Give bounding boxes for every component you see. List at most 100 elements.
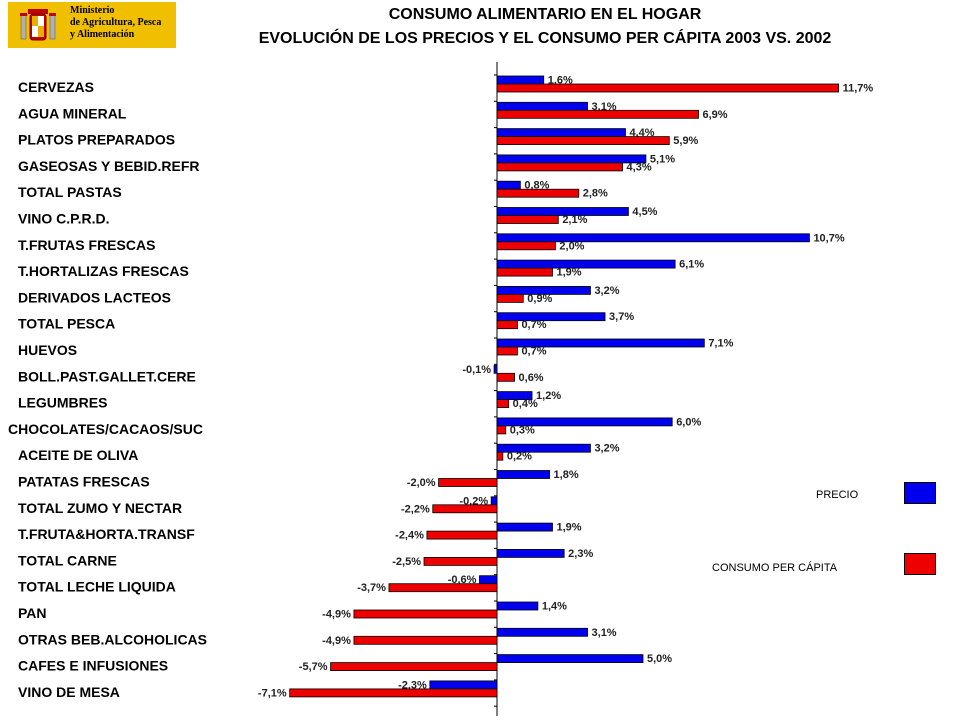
precio-data-label-t-hortalizas-frescas: 6,1% (679, 259, 704, 271)
precio-data-label-aceite-de-oliva: 3,2% (594, 443, 619, 455)
precio-bar-legumbres (496, 391, 533, 401)
category-label-huevos: HUEVOS (18, 342, 77, 358)
consumo-data-label-vino-c-p-r-d: 2,1% (562, 214, 587, 226)
category-label-vino-de-mesa: VINO DE MESA (18, 684, 120, 700)
consumo-bar-total-leche-liquida (388, 583, 498, 593)
consumo-bar-gaseosas-y-bebid-refr (496, 162, 623, 172)
consumo-data-label-total-leche-liquida: -3,7% (357, 582, 386, 594)
consumo-bar-total-pastas (496, 188, 580, 198)
consumo-bar-patatas-frescas (438, 478, 498, 487)
consumo-data-label-gaseosas-y-bebid-refr: 4,3% (627, 161, 652, 173)
precio-data-label-total-leche-liquida: -0,6% (448, 574, 477, 586)
precio-bar-otras-beb-alcoholicas (496, 627, 588, 637)
precio-data-label-total-zumo-y-nectar: -0,2% (459, 495, 488, 507)
category-label-cafes-e-infusiones: CAFES E INFUSIONES (18, 658, 168, 674)
consumo-bar-agua-mineral (496, 109, 699, 119)
precio-data-label-total-carne: 2,3% (568, 548, 593, 560)
logo-text: Ministerio de Agricultura, Pesca y Alime… (70, 5, 161, 41)
consumo-bar-legumbres (496, 399, 510, 409)
category-label-t-frutas-frescas: T.FRUTAS FRESCAS (18, 237, 155, 253)
consumo-bar-t-hortalizas-frescas (496, 267, 553, 277)
precio-data-label-cervezas: 1,6% (548, 75, 573, 87)
consumo-data-label-agua-mineral: 6,9% (702, 109, 727, 121)
precio-bar-platos-preparados (496, 128, 626, 138)
consumo-bar-aceite-de-oliva (496, 451, 504, 461)
precio-bar-total-pesca (496, 312, 606, 322)
consumo-data-label-boll-past-gallet-cere: 0,6% (519, 372, 544, 384)
precio-bar-t-fruta-horta-transf (496, 522, 553, 532)
category-label-gaseosas-y-bebid-refr: GASEOSAS Y BEBID.REFR (18, 158, 200, 174)
precio-bar-agua-mineral (496, 101, 588, 111)
consumo-data-label-t-frutas-frescas: 2,0% (559, 240, 584, 252)
consumo-bar-total-pesca (496, 320, 518, 330)
precio-data-label-agua-mineral: 3,1% (592, 101, 617, 113)
precio-data-label-gaseosas-y-bebid-refr: 5,1% (650, 153, 675, 165)
consumo-data-label-aceite-de-oliva: 0,2% (507, 451, 532, 463)
precio-bar-total-pastas (496, 180, 521, 190)
precio-bar-patatas-frescas (496, 470, 550, 479)
category-label-total-pesca: TOTAL PESCA (18, 316, 115, 332)
category-label-otras-beb-alcoholicas: OTRAS BEB.ALCOHOLICAS (18, 631, 207, 647)
precio-data-label-total-pesca: 3,7% (609, 311, 634, 323)
legend-label-precio: PRECIO (816, 489, 859, 501)
category-label-total-zumo-y-nectar: TOTAL ZUMO Y NECTAR (18, 500, 182, 516)
consumo-data-label-total-carne: -2,5% (392, 556, 421, 568)
category-label-patatas-frescas: PATATAS FRESCAS (18, 474, 150, 490)
category-label-cervezas: CERVEZAS (18, 79, 94, 95)
precio-bar-t-frutas-frescas (496, 233, 810, 243)
precio-data-label-boll-past-gallet-cere: -0,1% (462, 364, 491, 376)
category-label-aceite-de-oliva: ACEITE DE OLIVA (18, 447, 138, 463)
category-label-t-fruta-horta-transf: T.FRUTA&HORTA.TRANSF (18, 526, 195, 542)
consumo-data-label-patatas-frescas: -2,0% (407, 477, 436, 489)
consumo-bar-cervezas (496, 83, 840, 93)
consumo-bar-boll-past-gallet-cere (496, 372, 515, 382)
category-label-derivados-lacteos: DERIVADOS LACTEOS (18, 289, 171, 305)
consumo-data-label-otras-beb-alcoholicas: -4,9% (322, 635, 351, 647)
consumo-bar-vino-de-mesa (289, 688, 498, 698)
precio-data-label-pan: 1,4% (542, 601, 567, 613)
category-label-vino-c-p-r-d: VINO C.P.R.D. (18, 211, 110, 227)
consumo-data-label-total-zumo-y-nectar: -2,2% (401, 503, 430, 515)
category-label-chocolates-cacaos-suc: CHOCOLATES/CACAOS/SUC (8, 421, 203, 437)
precio-data-label-vino-c-p-r-d: 4,5% (632, 206, 657, 218)
ministry-logo: Ministerio de Agricultura, Pesca y Alime… (8, 2, 176, 48)
precio-data-label-legumbres: 1,2% (536, 390, 561, 402)
precio-bar-pan (496, 601, 539, 611)
consumo-data-label-t-hortalizas-frescas: 1,9% (556, 267, 581, 279)
category-label-legumbres: LEGUMBRES (18, 395, 107, 411)
precio-bar-chocolates-cacaos-suc (496, 417, 673, 427)
consumo-data-label-platos-preparados: 5,9% (673, 135, 698, 147)
consumo-bar-otras-beb-alcoholicas (353, 635, 498, 645)
logo-line-3: y Alimentación (70, 29, 135, 40)
category-label-total-carne: TOTAL CARNE (18, 552, 117, 568)
consumo-bar-pan (353, 609, 498, 619)
precio-bar-total-leche-liquida (479, 575, 498, 585)
precio-bar-derivados-lacteos (496, 285, 591, 295)
consumo-bar-t-frutas-frescas (496, 241, 556, 251)
legend-swatch-precio (904, 482, 936, 504)
category-label-platos-preparados: PLATOS PREPARADOS (18, 132, 175, 148)
consumo-data-label-derivados-lacteos: 0,9% (527, 293, 552, 305)
category-label-total-leche-liquida: TOTAL LECHE LIQUIDA (18, 579, 176, 595)
consumo-bar-platos-preparados (496, 136, 670, 146)
consumo-data-label-cervezas: 11,7% (843, 83, 874, 95)
precio-data-label-t-frutas-frescas: 10,7% (813, 232, 844, 244)
precio-data-label-chocolates-cacaos-suc: 6,0% (676, 416, 701, 428)
precio-data-label-patatas-frescas: 1,8% (554, 469, 579, 481)
precio-bar-huevos (496, 338, 705, 348)
consumo-data-label-t-fruta-horta-transf: -2,4% (395, 530, 424, 542)
consumo-bar-total-zumo-y-nectar (432, 504, 498, 514)
precio-bar-boll-past-gallet-cere (493, 364, 498, 374)
consumo-data-label-pan: -4,9% (322, 609, 351, 621)
precio-data-label-huevos: 7,1% (708, 338, 733, 350)
precio-bar-t-hortalizas-frescas (496, 259, 676, 269)
precio-bar-cafes-e-infusiones (496, 654, 644, 663)
consumo-data-label-chocolates-cacaos-suc: 0,3% (510, 424, 535, 436)
precio-bar-total-carne (496, 549, 565, 558)
category-label-total-pastas: TOTAL PASTAS (18, 184, 122, 200)
precio-data-label-cafes-e-infusiones: 5,0% (647, 653, 672, 665)
category-label-t-hortalizas-frescas: T.HORTALIZAS FRESCAS (18, 263, 189, 279)
category-label-agua-mineral: AGUA MINERAL (18, 105, 127, 121)
chart-title: EVOLUCIÓN DE LOS PRECIOS Y EL CONSUMO PE… (258, 30, 832, 47)
legend-swatch-consumo (904, 553, 936, 575)
